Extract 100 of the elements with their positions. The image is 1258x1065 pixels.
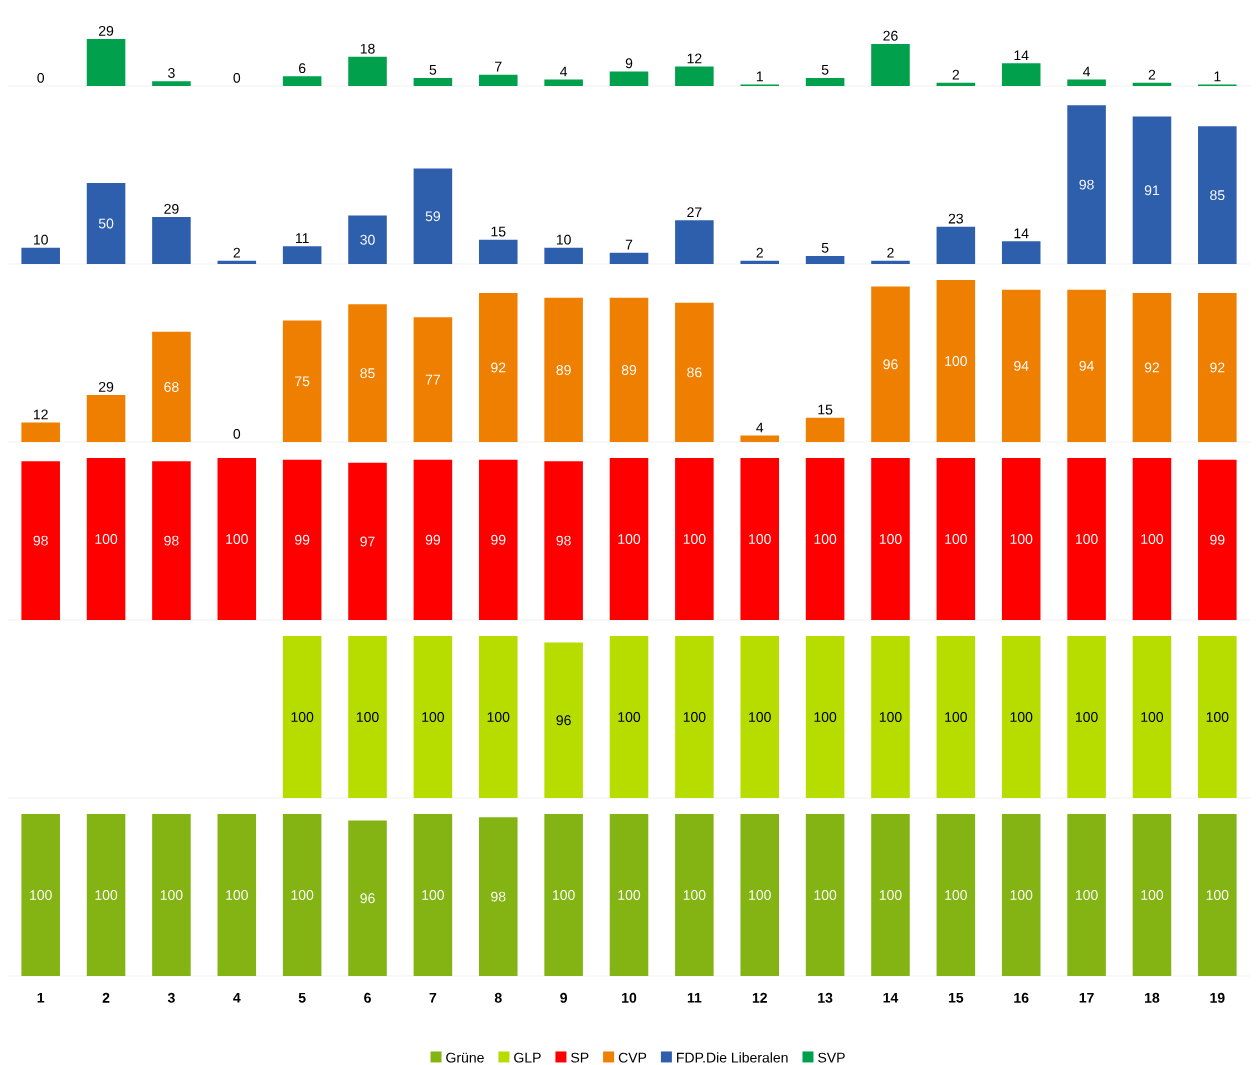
bar bbox=[282, 76, 322, 86]
data-label: 11 bbox=[295, 233, 309, 243]
data-label: 9 bbox=[625, 58, 633, 69]
bar bbox=[1198, 126, 1237, 264]
data-label: 4 bbox=[560, 66, 568, 77]
data-label: 0 bbox=[37, 72, 45, 83]
data-label: 100 bbox=[1075, 712, 1098, 722]
data-label: 86 bbox=[687, 367, 702, 378]
data-label: 14 bbox=[1014, 228, 1029, 239]
x-tick-label: 17 bbox=[1079, 992, 1094, 1003]
data-label: 98 bbox=[164, 535, 179, 546]
data-label: 100 bbox=[226, 534, 248, 544]
data-label: 100 bbox=[749, 712, 771, 722]
data-label: 91 bbox=[1144, 185, 1160, 196]
data-label: 14 bbox=[1014, 50, 1029, 61]
data-label: 3 bbox=[168, 68, 175, 78]
data-label: 100 bbox=[618, 534, 641, 544]
data-label: 99 bbox=[425, 534, 441, 545]
data-label: 100 bbox=[879, 712, 902, 722]
bar bbox=[609, 71, 649, 86]
data-label: 100 bbox=[291, 712, 314, 722]
x-tick-label: 11 bbox=[687, 992, 702, 1003]
data-label: 97 bbox=[360, 536, 375, 547]
data-label: 100 bbox=[422, 890, 445, 900]
data-label: 100 bbox=[618, 712, 641, 722]
data-label: 100 bbox=[1141, 890, 1164, 900]
x-tick-label: 9 bbox=[560, 992, 567, 1003]
x-tick-label: 14 bbox=[883, 992, 899, 1003]
data-label: 92 bbox=[491, 362, 506, 373]
data-label: 99 bbox=[1210, 534, 1225, 545]
data-label: 0 bbox=[233, 72, 241, 83]
bar bbox=[871, 43, 910, 86]
x-tick-label: 12 bbox=[752, 992, 767, 1003]
data-label: 100 bbox=[95, 890, 118, 900]
data-label: 100 bbox=[945, 534, 967, 544]
bar bbox=[1001, 241, 1041, 264]
data-label: 96 bbox=[883, 359, 898, 370]
bar bbox=[1132, 82, 1172, 86]
legend-label: GLP bbox=[514, 1052, 541, 1063]
data-label: 94 bbox=[1014, 360, 1029, 371]
data-label: 68 bbox=[164, 381, 179, 392]
data-label: 85 bbox=[1210, 190, 1225, 201]
legend-label: SP bbox=[571, 1052, 589, 1063]
data-label: 100 bbox=[1141, 712, 1164, 722]
data-label: 10 bbox=[33, 234, 48, 245]
bar bbox=[86, 395, 126, 443]
data-label: 18 bbox=[360, 43, 375, 54]
bar bbox=[805, 255, 845, 264]
bar bbox=[936, 280, 976, 443]
data-label: 100 bbox=[945, 356, 967, 366]
x-tick-label: 1 bbox=[37, 992, 45, 1003]
data-label: 29 bbox=[164, 203, 179, 214]
data-label: 100 bbox=[1206, 712, 1229, 722]
x-tick-label: 15 bbox=[948, 992, 964, 1003]
bar bbox=[152, 331, 191, 443]
data-label: 7 bbox=[625, 239, 633, 250]
data-label: 100 bbox=[814, 712, 837, 722]
data-label: 89 bbox=[621, 364, 637, 375]
data-label: 30 bbox=[360, 234, 375, 245]
data-label: 4 bbox=[756, 422, 764, 433]
x-tick-label: 6 bbox=[364, 992, 371, 1003]
bar bbox=[675, 66, 714, 86]
data-label: 100 bbox=[226, 890, 248, 900]
bar bbox=[282, 246, 322, 264]
bar bbox=[1067, 105, 1106, 264]
data-label: 5 bbox=[821, 242, 829, 253]
bar bbox=[413, 77, 453, 86]
data-label: 100 bbox=[1010, 890, 1033, 900]
bar bbox=[609, 297, 649, 443]
bar bbox=[740, 435, 780, 443]
bar bbox=[86, 183, 126, 264]
data-label: 4 bbox=[1083, 66, 1091, 77]
bar bbox=[348, 56, 387, 86]
bar bbox=[675, 220, 714, 264]
bar bbox=[936, 226, 976, 264]
bar bbox=[936, 82, 976, 86]
data-label: 59 bbox=[425, 211, 441, 222]
data-label: 100 bbox=[683, 534, 706, 544]
bar bbox=[1067, 289, 1106, 443]
data-label: 94 bbox=[1079, 360, 1094, 371]
data-label: 100 bbox=[1206, 890, 1229, 900]
bar bbox=[413, 317, 453, 443]
x-tick-label: 4 bbox=[233, 992, 241, 1003]
data-label: 98 bbox=[556, 535, 571, 546]
bar bbox=[348, 215, 387, 264]
data-label: 100 bbox=[879, 890, 902, 900]
bar bbox=[1001, 63, 1041, 86]
data-label: 100 bbox=[1141, 534, 1164, 544]
data-label: 2 bbox=[952, 69, 960, 80]
legend-label: SVP bbox=[818, 1052, 845, 1063]
data-label: 100 bbox=[945, 890, 967, 900]
data-label: 75 bbox=[295, 376, 310, 387]
data-label: 15 bbox=[491, 226, 506, 237]
x-tick-label: 3 bbox=[167, 992, 175, 1003]
data-label: 100 bbox=[160, 890, 183, 900]
data-label: 100 bbox=[749, 890, 771, 900]
data-label: 100 bbox=[487, 712, 510, 722]
bar bbox=[1132, 292, 1172, 443]
data-label: 1 bbox=[1214, 71, 1221, 82]
data-label: 100 bbox=[422, 712, 445, 722]
